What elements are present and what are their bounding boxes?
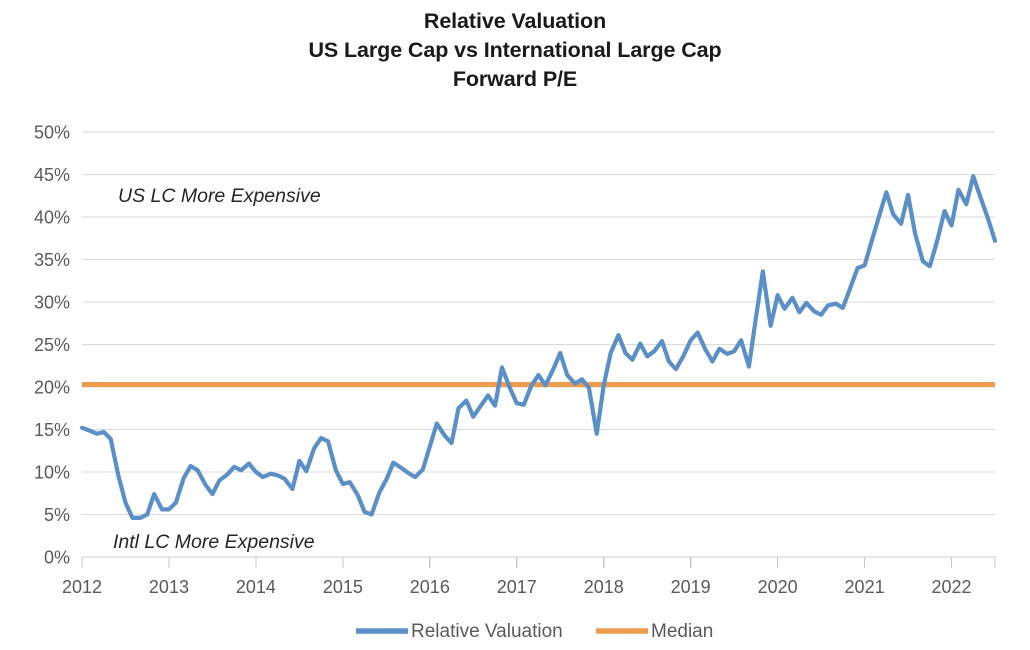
x-axis-tick-labels: 2012 2013 2014 2015 2016 2017 2018 2019 2020 2021… [62,577,972,597]
x-axis-tick-label: 2021 [845,577,885,597]
x-axis-tick-label: 2020 [758,577,798,597]
chart-title-line-3: Forward P/E [452,67,578,91]
y-axis-tick-label: 45% [34,165,70,185]
y-axis-tick-label: 40% [34,208,70,228]
x-axis-tick-label: 2022 [932,577,972,597]
y-axis-tick-labels: 0% 5% 10% 15% 20% 25% 30% 35% 40% 45% 50% [34,123,70,568]
x-axis-tick-label: 2013 [149,577,189,597]
y-axis-tick-label: 15% [34,420,70,440]
y-axis-tick-label: 35% [34,250,70,270]
x-axis-tick-label: 2015 [323,577,363,597]
legend-label-relative-valuation[interactable]: Relative Valuation [411,621,563,642]
y-axis-tick-label: 25% [34,335,70,355]
x-axis-tick-label: 2019 [671,577,711,597]
legend-label-median[interactable]: Median [651,621,713,642]
series-line-relative-valuation [79,174,998,521]
chart-title: Relative Valuation US Large Cap vs Inter… [0,0,1030,94]
y-axis-tick-label: 50% [34,123,70,143]
annotation-intl-lc-more-expensive: Intl LC More Expensive [113,531,315,553]
chart-title-line-2: US Large Cap vs International Large Cap [308,38,722,62]
y-axis-tick-label: 10% [34,463,70,483]
y-axis-tick-label: 20% [34,378,70,398]
annotation-us-lc-more-expensive: US LC More Expensive [118,185,321,207]
chart-legend[interactable]: Relative Valuation Median [356,621,713,642]
x-axis-tick-label: 2017 [497,577,537,597]
relative-valuation-line [79,174,998,521]
x-axis-tick-label: 2014 [236,577,276,597]
plot-annotations: US LC More Expensive Intl LC More Expensi… [113,185,321,553]
x-axis-tick-label: 2016 [410,577,450,597]
gridlines [82,131,995,515]
y-axis-tick-label: 0% [44,548,70,568]
x-axis-tick-label: 2012 [62,577,102,597]
x-axis-tick-label: 2018 [584,577,624,597]
x-axis [81,556,996,568]
y-axis-tick-label: 30% [34,293,70,313]
chart-title-line-1: Relative Valuation [423,9,607,33]
y-axis-tick-label: 5% [44,505,70,525]
